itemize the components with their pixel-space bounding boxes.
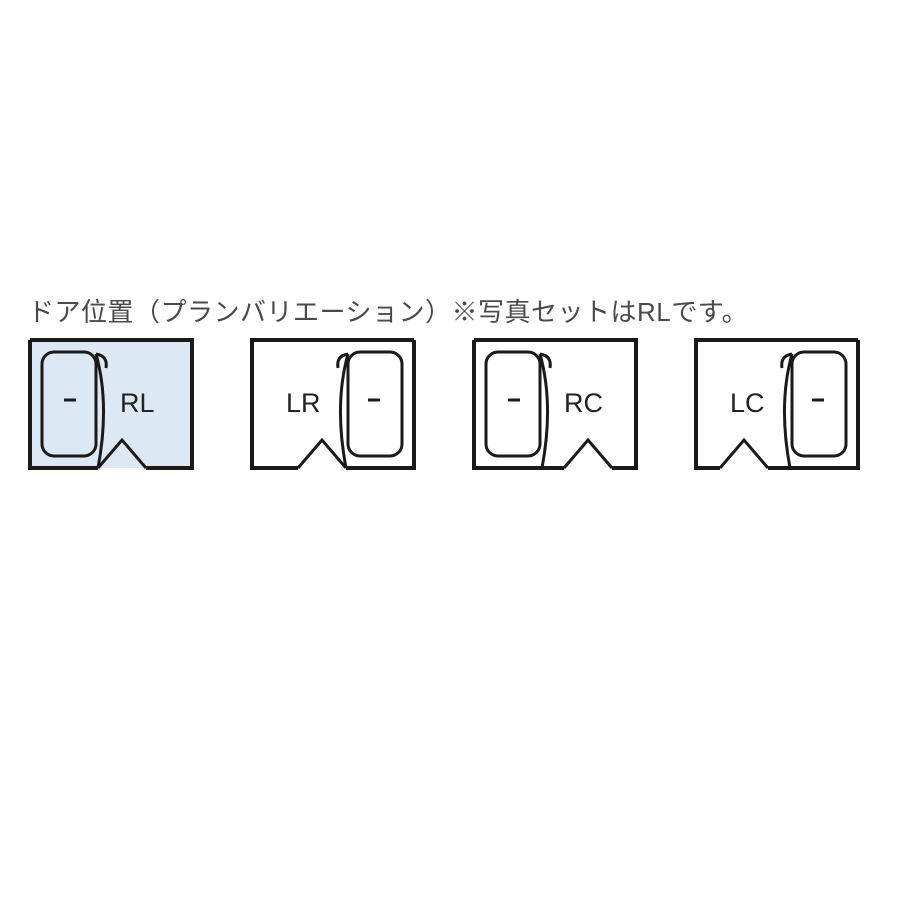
plan-lr-label: LR (286, 388, 321, 419)
plan-lr-diagram (250, 338, 416, 472)
plan-lc-diagram (694, 338, 860, 472)
plan-rl-label: RL (120, 388, 155, 419)
plan-rc-label: RC (564, 388, 603, 419)
plan-lc-label: LC (730, 388, 765, 419)
plan-rc-diagram (472, 338, 638, 472)
plan-lr: LR (250, 338, 416, 472)
plan-rl-diagram (28, 338, 194, 472)
plan-lc: LC (694, 338, 860, 472)
plan-rc: RC (472, 338, 638, 472)
plan-rl: RL (28, 338, 194, 472)
plans-container: RL LR (28, 338, 860, 472)
header-text: ドア位置（プランバリエーション）※写真セットはRLです。 (28, 292, 748, 329)
